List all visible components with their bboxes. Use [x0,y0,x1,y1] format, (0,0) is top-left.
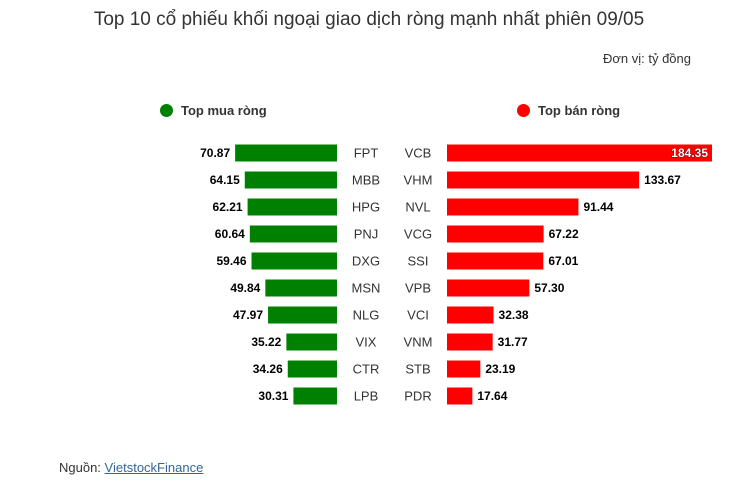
buy-bar-mbb [244,171,337,189]
sell-bar-vci [447,306,494,324]
sell-value-label: 31.77 [498,335,528,349]
sell-category-label: STB [405,362,430,377]
sell-category-label: VCG [404,227,432,242]
buy-value-label: 70.87 [200,146,230,160]
buy-category-label: HPG [352,200,380,215]
sell-bar-vpb [447,279,530,297]
buy-bar-ctr [287,360,337,378]
buy-category-label: NLG [353,308,380,323]
sell-bar-vcb [447,144,712,162]
sell-category-label: VPB [405,281,431,296]
sell-value-label: 91.44 [583,200,613,214]
buy-value-label: 60.64 [215,227,245,241]
buy-value-label: 62.21 [213,200,243,214]
buy-category-label: MBB [352,173,380,188]
sell-value-label: 67.22 [549,227,579,241]
sell-value-label: 67.01 [548,254,578,268]
source-link[interactable]: VietstockFinance [104,460,204,475]
sell-bar-nvl [447,198,579,216]
source-line: Nguồn: VietstockFinance [59,460,203,475]
buy-value-label: 34.26 [253,362,283,376]
sell-category-label: SSI [408,254,429,269]
sell-value-label: 23.19 [485,362,515,376]
buy-bar-dxg [251,252,337,270]
sell-bar-pdr [447,387,473,405]
unit-label: Đơn vị: tỷ đồng [602,51,691,66]
buy-bar-vix [286,333,337,351]
sell-bar-stb [447,360,481,378]
buy-category-label: PNJ [354,227,379,242]
sell-category-label: VNM [404,335,433,350]
sell-value-label: 184.35 [671,146,708,160]
buy-value-label: 35.22 [251,335,281,349]
sell-bar-vhm [447,171,640,189]
buy-value-label: 64.15 [210,173,240,187]
buy-bar-lpb [293,387,337,405]
sell-category-label: VCI [407,308,429,323]
buy-bar-nlg [268,306,337,324]
buy-bar-hpg [247,198,337,216]
legend-buy: Top mua ròng [160,103,267,118]
chart-title: Top 10 cổ phiếu khối ngoại giao dịch ròn… [93,9,645,30]
buy-category-label: VIX [356,335,377,350]
sell-value-label: 133.67 [644,173,681,187]
sell-category-label: NVL [405,200,430,215]
buy-bar-msn [265,279,337,297]
buy-value-label: 59.46 [216,254,246,268]
buy-category-label: LPB [354,389,379,404]
legend-sell: Top bán ròng [517,103,620,118]
buy-bar-fpt [235,144,337,162]
source-label: Nguồn: [59,460,105,475]
sell-category-label: VHM [404,173,433,188]
buy-value-label: 30.31 [258,389,288,403]
sell-bar-vnm [447,333,493,351]
buy-category-label: FPT [354,146,379,161]
legend-sell-label: Top bán ròng [538,103,621,118]
sell-value-label: 32.38 [499,308,529,322]
sell-value-label: 57.30 [534,281,564,295]
legend-buy-dot [160,104,173,117]
sell-category-label: PDR [404,389,431,404]
buy-value-label: 47.97 [233,308,263,322]
sell-bar-vcg [447,225,544,243]
sell-bar-ssi [447,252,544,270]
legend-buy-label: Top mua ròng [181,103,267,118]
buy-bar-pnj [249,225,337,243]
sell-value-label: 17.64 [477,389,507,403]
legend-sell-dot [517,104,530,117]
buy-category-label: DXG [352,254,380,269]
buy-category-label: CTR [353,362,380,377]
buy-value-label: 49.84 [230,281,260,295]
buy-category-label: MSN [352,281,381,296]
sell-category-label: VCB [405,146,432,161]
